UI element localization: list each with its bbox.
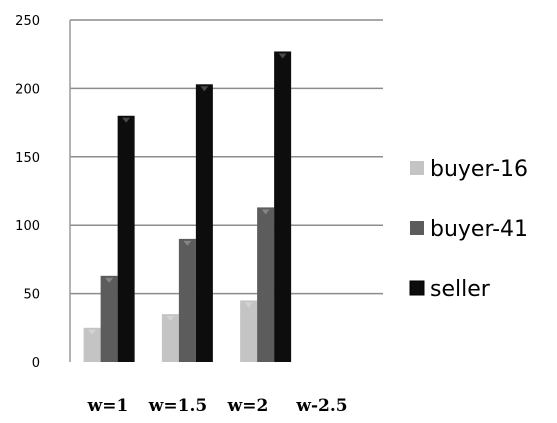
legend-swatch-buyer-16 bbox=[410, 161, 424, 175]
legend-swatch-buyer-41 bbox=[410, 221, 424, 235]
y-tick-label: 100 bbox=[15, 219, 40, 234]
bar-seller-w=2 bbox=[274, 51, 292, 363]
bar-buyer-41-w=1 bbox=[100, 275, 118, 362]
bar-cap-highlight bbox=[122, 117, 131, 123]
y-tick-label: 250 bbox=[15, 14, 40, 29]
bar-cap-highlight bbox=[200, 86, 209, 92]
x-axis-category-labels: w=1 w=1.5 w=2 w-2.5 bbox=[87, 396, 348, 416]
bars bbox=[83, 51, 292, 363]
bar-cap-highlight bbox=[261, 209, 270, 215]
y-tick-label: 50 bbox=[23, 288, 40, 303]
legend-label: seller bbox=[430, 277, 491, 302]
legend-label: buyer-41 bbox=[430, 217, 528, 242]
x-category-label: w=1.5 bbox=[148, 396, 207, 416]
bar-cap-highlight bbox=[88, 329, 97, 335]
x-category-label: w=1 bbox=[87, 396, 129, 416]
bar-buyer-16-w=2 bbox=[240, 300, 258, 362]
bar-cap-highlight bbox=[278, 53, 287, 59]
legend-swatch-seller bbox=[409, 280, 425, 296]
gridlines bbox=[70, 19, 383, 295]
bar-cap-highlight bbox=[183, 240, 192, 246]
bar-cap-highlight bbox=[105, 277, 114, 283]
x-category-label: w=2 bbox=[227, 396, 269, 416]
bar-buyer-41-w=1.5 bbox=[178, 238, 196, 362]
bar-buyer-16-w=1 bbox=[83, 327, 101, 362]
bar-cap-highlight bbox=[166, 316, 175, 322]
bar-buyer-41-w=2 bbox=[257, 207, 275, 362]
legend: buyer-16 buyer-41 seller bbox=[409, 157, 528, 302]
y-tick-label: 0 bbox=[32, 356, 40, 371]
bar-buyer-16-w=1.5 bbox=[161, 314, 179, 362]
bar-seller-w=1.5 bbox=[195, 84, 213, 363]
y-tick-label: 150 bbox=[15, 151, 40, 166]
bar-seller-w=1 bbox=[117, 115, 135, 362]
legend-label: buyer-16 bbox=[430, 157, 528, 182]
x-category-label: w-2.5 bbox=[295, 396, 347, 416]
y-tick-label: 200 bbox=[15, 82, 40, 97]
bar-cap-highlight bbox=[244, 302, 253, 308]
y-axis-tick-labels: 0 50 100 150 200 250 bbox=[15, 14, 40, 371]
